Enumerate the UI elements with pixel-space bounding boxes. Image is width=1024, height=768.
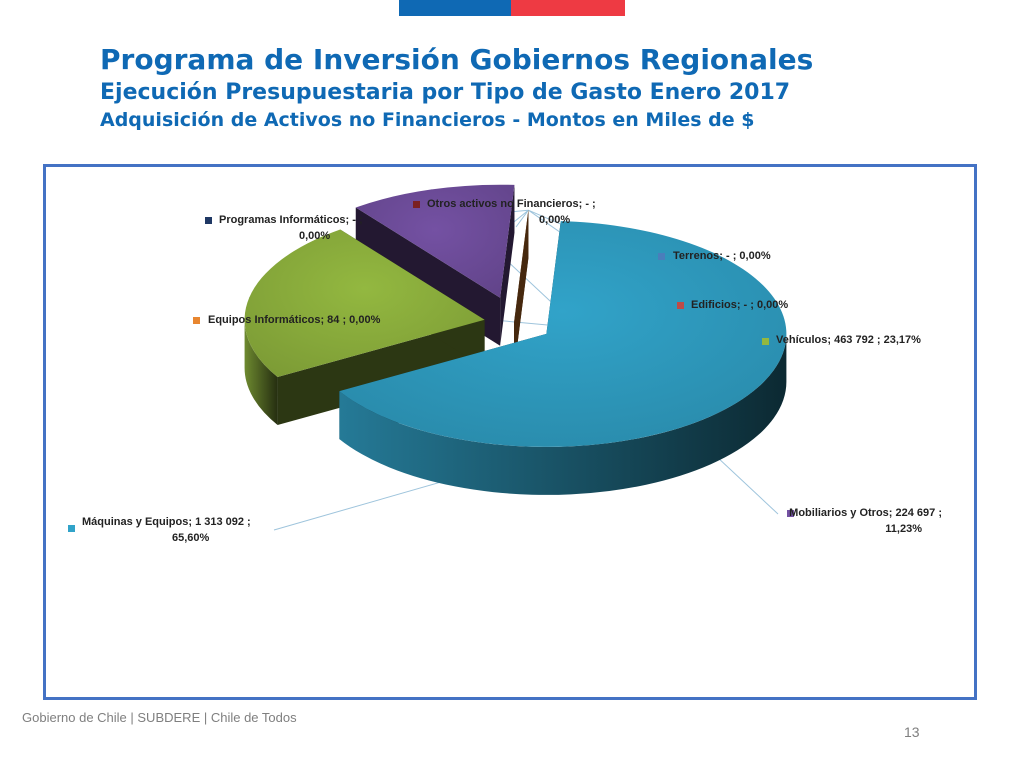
slice-data-label: Edificios; - ; 0,00% [691, 299, 788, 311]
pie-slice-m-quinas-y-equipos [339, 221, 787, 447]
flag-red-bar [511, 0, 625, 16]
pie-slice-side [514, 210, 529, 371]
page-number: 13 [904, 724, 920, 740]
flag-blue-bar [399, 0, 511, 16]
footer-text: Gobierno de Chile | SUBDERE | Chile de T… [22, 710, 297, 725]
slice-data-label: 0,00% [539, 214, 570, 226]
slice-data-label: 11,23% [885, 523, 922, 535]
pie-slice-equipos-inform-ticos [514, 210, 529, 323]
leader-line [515, 209, 529, 228]
slide-subtitle: Ejecución Presupuestaria por Tipo de Gas… [100, 80, 791, 105]
chart-frame: Máquinas y Equipos; 1 313 092 ; 65,60% Veh… [43, 164, 977, 700]
slice-data-label: 0,00% [299, 230, 330, 242]
slice-data-label: Vehículos; 463 792 ; 23,17% [776, 334, 921, 346]
legend-key [762, 338, 769, 345]
slice-data-label: Equipos Informáticos; 84 ; 0,00% [208, 314, 381, 326]
legend-key [787, 510, 794, 517]
pie-slice-mobiliarios-y-otros [355, 184, 515, 298]
slice-data-label: Otros activos no Financieros; - ; [427, 198, 596, 210]
legend-key [193, 317, 200, 324]
legend-key [677, 302, 684, 309]
legend-key [658, 253, 665, 260]
slice-data-label: Máquinas y Equipos; 1 313 092 ; [82, 516, 251, 528]
legend-key [68, 525, 75, 532]
slice-data-label: 65,60% [172, 532, 210, 544]
slice-data-label: Terrenos; - ; 0,00% [673, 250, 771, 262]
slide-title: Programa de Inversión Gobiernos Regional… [100, 43, 814, 76]
legend-key [205, 217, 212, 224]
pie-chart: Máquinas y Equipos; 1 313 092 ; 65,60% Veh… [68, 184, 942, 544]
slice-data-label: Mobiliarios y Otros; 224 697 ; [789, 507, 942, 519]
legend-key [413, 201, 420, 208]
slice-data-label: Programas Informáticos; - ; [219, 214, 363, 226]
pie-slice-veh-culos [244, 229, 485, 377]
slide-subtitle-2: Adquisición de Activos no Financieros - … [100, 109, 755, 131]
title-block: Programa de Inversión Gobiernos Regional… [100, 42, 1000, 134]
